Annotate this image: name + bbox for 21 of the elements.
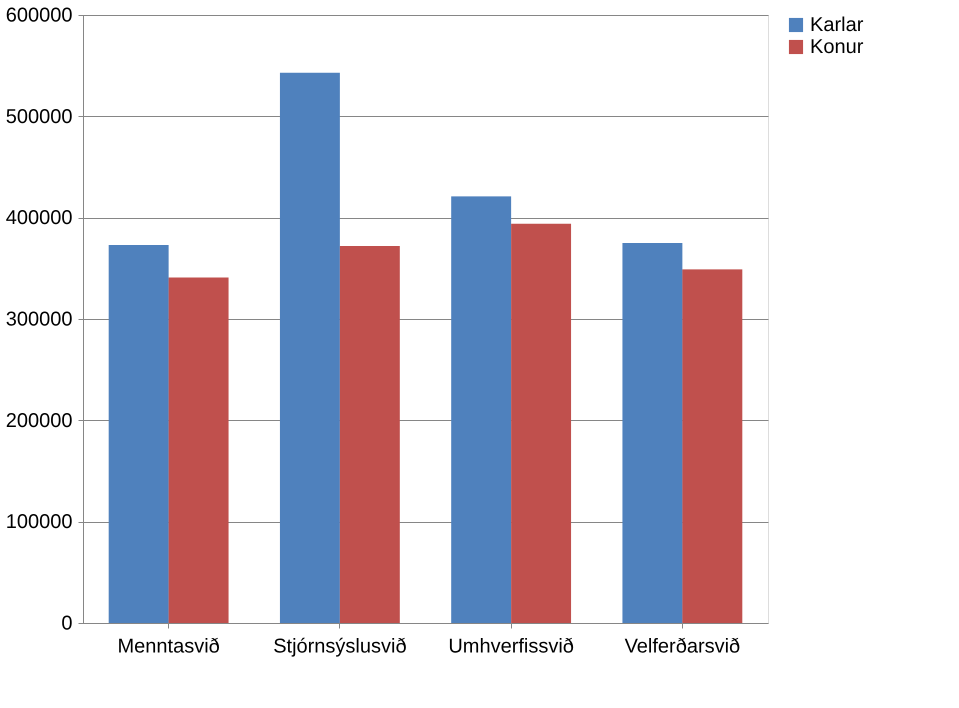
x-tick-label: Velferðarsvið (624, 636, 740, 658)
bar (108, 245, 169, 623)
x-tick-label: Menntasvið (117, 636, 220, 658)
bar (168, 277, 229, 623)
bar (622, 243, 682, 623)
bar (451, 196, 512, 623)
y-tick-label: 400000 (6, 207, 72, 230)
y-tick-label: 200000 (6, 410, 72, 432)
y-tick-label: 500000 (6, 106, 72, 128)
legend-label: Konur (810, 36, 864, 58)
bar (682, 269, 742, 623)
bar (340, 246, 400, 623)
y-tick-label: 0 (61, 612, 72, 634)
y-tick-label: 300000 (6, 308, 72, 330)
y-tick-label: 100000 (6, 511, 72, 534)
y-tick-label: 600000 (6, 4, 72, 26)
legend-label: Karlar (810, 14, 864, 36)
x-tick-label: Stjórnsýslusvið (273, 636, 407, 658)
x-tick-label: Umhverfissvið (448, 636, 574, 658)
bar (280, 72, 340, 623)
bar (511, 224, 572, 623)
